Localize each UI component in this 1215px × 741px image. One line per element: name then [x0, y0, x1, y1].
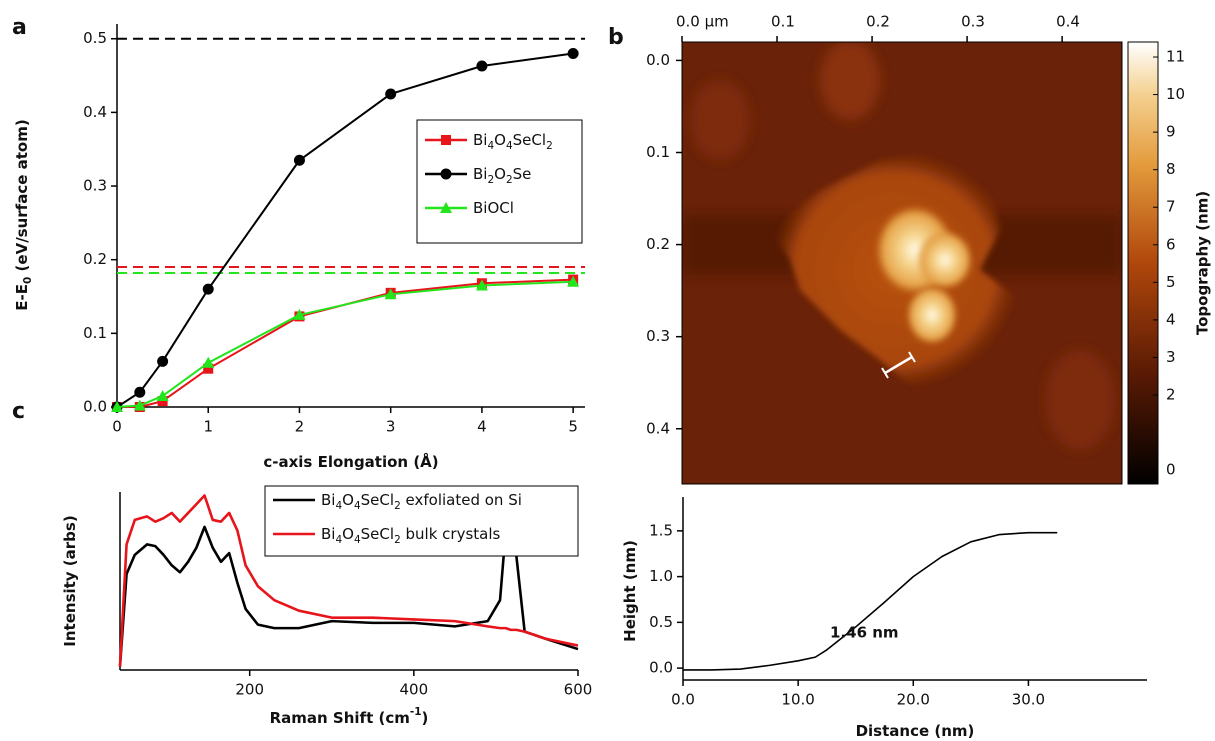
x-tick-label: 30.0 [1012, 691, 1045, 709]
colorbar-tick-label: 0 [1166, 461, 1176, 479]
y-tick-label: 0.1 [83, 324, 107, 342]
y-tick-label: 0.4 [83, 103, 107, 121]
y-tick-label: 0.3 [83, 177, 107, 195]
marker [157, 355, 169, 367]
marker [293, 154, 305, 166]
marker [111, 401, 123, 412]
marker [384, 288, 397, 300]
y-tick-label: 0.4 [646, 419, 670, 437]
y-axis-label: Intensity (arbs) [61, 515, 79, 646]
colorbar-tick-label: 4 [1166, 310, 1176, 328]
colorbar [1127, 41, 1159, 485]
legend-label: Bi4O4SeCl2 bulk crystals [321, 525, 501, 547]
legend-label: BiOCl [473, 199, 514, 217]
colorbar-tick-label: 11 [1166, 48, 1185, 66]
y-axis-label: Height (nm) [621, 540, 639, 642]
x-tick-label: 0.3 [961, 13, 985, 31]
y-tick-label: 0.3 [646, 327, 670, 345]
x-tick-label: 0.0 µm [676, 13, 729, 31]
legend-label: Bi2O2Se [473, 165, 531, 187]
marker [440, 202, 452, 213]
marker [567, 275, 580, 287]
colorbar-tick-label: 3 [1166, 348, 1176, 366]
x-tick-label: 200 [235, 681, 264, 699]
marker [476, 60, 488, 72]
x-tick-label: 1 [203, 418, 213, 436]
x-tick-label: 0 [112, 418, 122, 436]
panel-letter: a [12, 15, 27, 40]
series-line [117, 278, 574, 408]
colorbar-tick-label: 5 [1166, 273, 1176, 291]
panel-letter: c [12, 399, 25, 424]
y-tick-label: 0.0 [83, 398, 107, 416]
y-tick-label: 1.0 [649, 567, 673, 585]
series-line [116, 280, 574, 408]
x-axis-label: c-axis Elongation (Å) [263, 452, 438, 471]
marker [441, 135, 451, 145]
colorbar-label: Topography (nm) [1194, 191, 1212, 335]
x-tick-label: 400 [400, 681, 429, 699]
marker [133, 399, 146, 411]
x-tick-label: 5 [568, 418, 578, 436]
marker [440, 168, 452, 180]
x-axis-label: Distance (nm) [856, 722, 975, 740]
marker [202, 356, 215, 368]
image-frame [681, 41, 1123, 485]
marker [567, 47, 579, 59]
legend-label: Bi4O4SeCl2 [473, 131, 553, 153]
colorbar-tick-label: 6 [1166, 235, 1176, 253]
y-tick-label: 0.2 [646, 235, 670, 253]
x-tick-label: 0.2 [866, 13, 890, 31]
marker [475, 279, 488, 291]
x-tick-label: 0.4 [1056, 13, 1080, 31]
y-tick-label: 0.0 [649, 659, 673, 677]
x-tick-label: 600 [564, 681, 593, 699]
marker [157, 396, 168, 407]
y-tick-label: 1.5 [649, 521, 673, 539]
y-axis-label: E-E0 (eV/surface atom) [13, 119, 35, 310]
y-tick-label: 0.5 [649, 613, 673, 631]
marker [203, 363, 214, 374]
colorbar-tick-label: 9 [1166, 123, 1176, 141]
marker [202, 283, 214, 295]
series-line [118, 494, 579, 667]
colorbar-tick-label: 2 [1166, 385, 1176, 403]
legend-label: Bi4O4SeCl2 exfoliated on Si [321, 491, 522, 513]
y-tick-label: 0.2 [83, 250, 107, 268]
x-tick-label: 20.0 [897, 691, 930, 709]
series-line [116, 52, 574, 408]
marker [156, 389, 169, 401]
x-tick-label: 0.0 [671, 691, 695, 709]
marker [293, 308, 306, 320]
marker [134, 386, 146, 398]
annotation: 1.46 nm [830, 624, 899, 642]
y-tick-label: 0.0 [646, 51, 670, 69]
afm-image [682, 42, 1122, 484]
x-tick-label: 4 [477, 418, 487, 436]
y-tick-label: 0.5 [83, 29, 107, 47]
panel-letter: b [608, 25, 624, 50]
x-tick-label: 10.0 [781, 691, 814, 709]
legend-box [264, 485, 579, 557]
series-line [683, 531, 1058, 671]
colorbar-tick-label: 10 [1166, 85, 1185, 103]
x-tick-label: 0.1 [771, 13, 795, 31]
x-tick-label: 2 [295, 418, 305, 436]
marker [385, 88, 397, 100]
x-tick-label: 3 [386, 418, 396, 436]
colorbar-tick-label: 8 [1166, 160, 1176, 178]
y-tick-label: 0.1 [646, 143, 670, 161]
colorbar-tick-label: 7 [1166, 198, 1176, 216]
x-axis-label: Raman Shift (cm-1) [270, 706, 429, 727]
